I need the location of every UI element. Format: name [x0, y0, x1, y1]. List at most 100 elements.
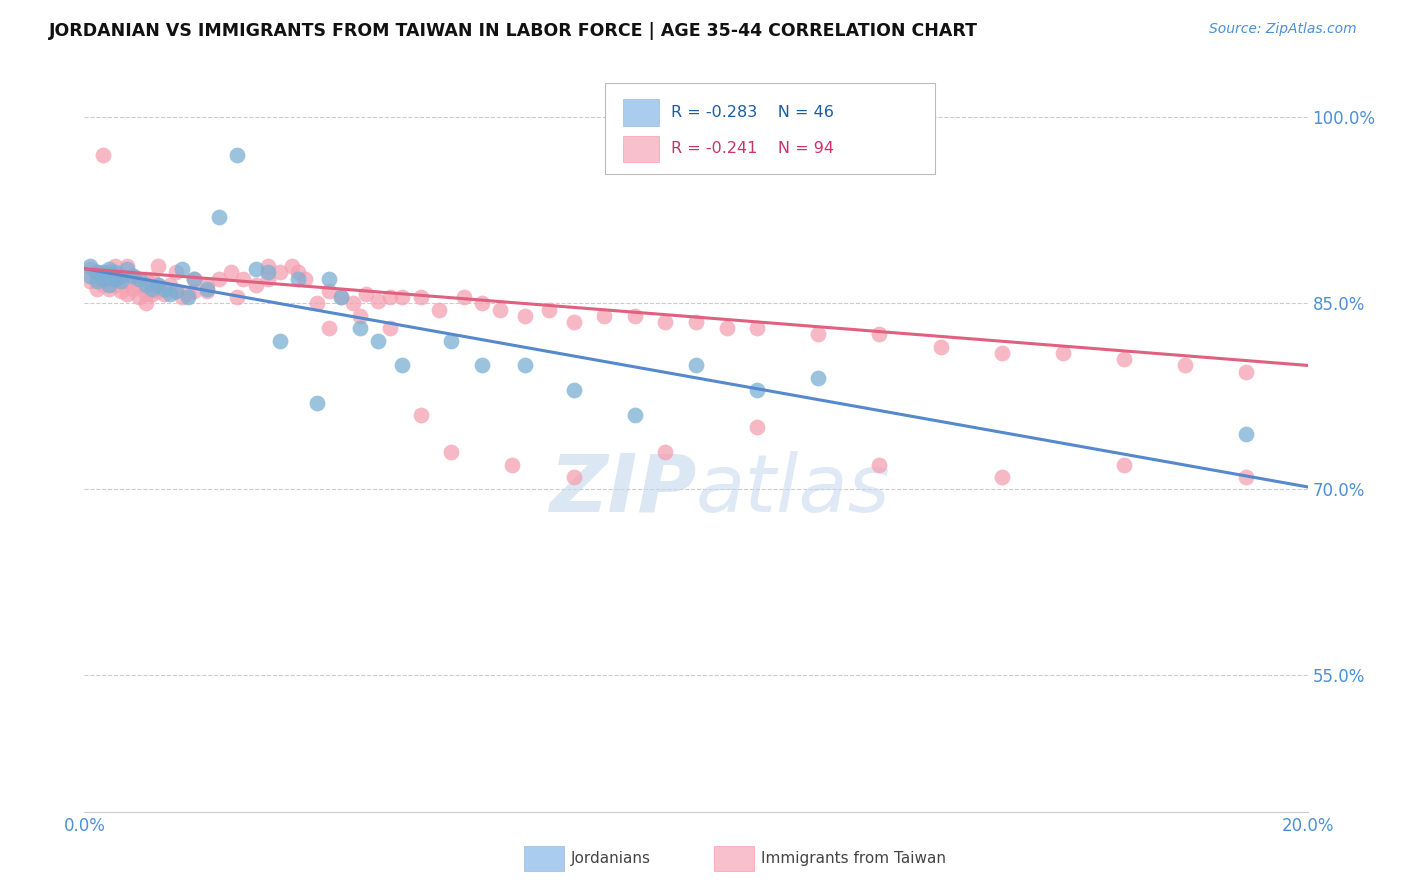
Point	[489, 302, 512, 317]
Text: JORDANIAN VS IMMIGRANTS FROM TAIWAN IN LABOR FORCE | AGE 35-44 CORRELATION CHART: JORDANIAN VS IMMIGRANTS FROM TAIWAN IN L…	[49, 22, 979, 40]
Point	[440, 445, 463, 459]
Point	[86, 274, 108, 288]
Point	[195, 281, 218, 295]
Point	[79, 269, 101, 284]
Point	[427, 302, 450, 317]
Point	[135, 277, 157, 292]
Point	[110, 284, 132, 298]
Point	[1052, 346, 1074, 360]
Point	[91, 277, 114, 292]
Point	[538, 302, 561, 317]
Point	[79, 259, 101, 273]
Point	[342, 296, 364, 310]
Point	[440, 334, 463, 348]
Point	[104, 265, 127, 279]
Point	[86, 281, 108, 295]
Point	[654, 445, 676, 459]
Point	[165, 265, 187, 279]
Point	[86, 265, 108, 279]
Point	[141, 271, 163, 285]
Point	[330, 290, 353, 304]
Point	[97, 277, 120, 292]
Point	[122, 281, 145, 295]
Point	[104, 277, 127, 292]
Point	[128, 271, 150, 285]
Point	[991, 470, 1014, 484]
Point	[159, 286, 181, 301]
Point	[146, 277, 169, 292]
Point	[929, 340, 952, 354]
Point	[110, 269, 132, 284]
Point	[305, 395, 328, 409]
Point	[104, 259, 127, 273]
Text: Immigrants from Taiwan: Immigrants from Taiwan	[761, 851, 946, 865]
Point	[115, 286, 138, 301]
Point	[391, 290, 413, 304]
Text: Jordanians: Jordanians	[571, 851, 651, 865]
Point	[115, 261, 138, 276]
Point	[747, 383, 769, 397]
Point	[195, 284, 218, 298]
Point	[91, 271, 114, 285]
Point	[153, 286, 176, 301]
Point	[471, 296, 494, 310]
Point	[305, 296, 328, 310]
Point	[177, 290, 200, 304]
Point	[471, 359, 494, 373]
Point	[97, 261, 120, 276]
Point	[409, 290, 432, 304]
Point	[807, 327, 830, 342]
Point	[380, 321, 402, 335]
Point	[141, 286, 163, 301]
Text: atlas: atlas	[696, 450, 891, 529]
Point	[97, 281, 120, 295]
Point	[135, 286, 157, 301]
Point	[991, 346, 1014, 360]
Point	[367, 334, 389, 348]
Point	[146, 277, 169, 292]
Point	[110, 274, 132, 288]
Point	[115, 259, 138, 273]
Point	[349, 309, 371, 323]
Point	[654, 315, 676, 329]
Point	[172, 261, 194, 276]
Point	[318, 284, 340, 298]
Point	[153, 281, 176, 295]
Point	[245, 277, 267, 292]
Point	[269, 265, 291, 279]
Point	[269, 334, 291, 348]
Point	[869, 458, 891, 472]
Point	[79, 274, 101, 288]
Text: Source: ZipAtlas.com: Source: ZipAtlas.com	[1209, 22, 1357, 37]
Point	[226, 147, 249, 161]
Point	[513, 309, 536, 323]
Point	[513, 359, 536, 373]
Point	[208, 210, 231, 224]
Point	[91, 147, 114, 161]
Point	[257, 265, 280, 279]
Point	[349, 321, 371, 335]
Point	[91, 271, 114, 285]
Point	[1174, 359, 1197, 373]
Point	[195, 277, 218, 292]
Point	[685, 315, 707, 329]
Point	[183, 271, 205, 285]
Point	[110, 269, 132, 284]
Point	[287, 265, 309, 279]
Point	[146, 259, 169, 273]
Point	[1236, 426, 1258, 441]
Point	[330, 290, 353, 304]
Text: R = -0.283    N = 46: R = -0.283 N = 46	[671, 105, 834, 120]
Point	[294, 271, 316, 285]
Point	[122, 269, 145, 284]
Point	[86, 265, 108, 279]
Point	[79, 261, 101, 276]
Point	[453, 290, 475, 304]
Point	[367, 293, 389, 308]
Point	[380, 290, 402, 304]
Point	[135, 296, 157, 310]
Point	[502, 458, 524, 472]
Point	[165, 284, 187, 298]
Point	[122, 269, 145, 284]
Point	[593, 309, 616, 323]
